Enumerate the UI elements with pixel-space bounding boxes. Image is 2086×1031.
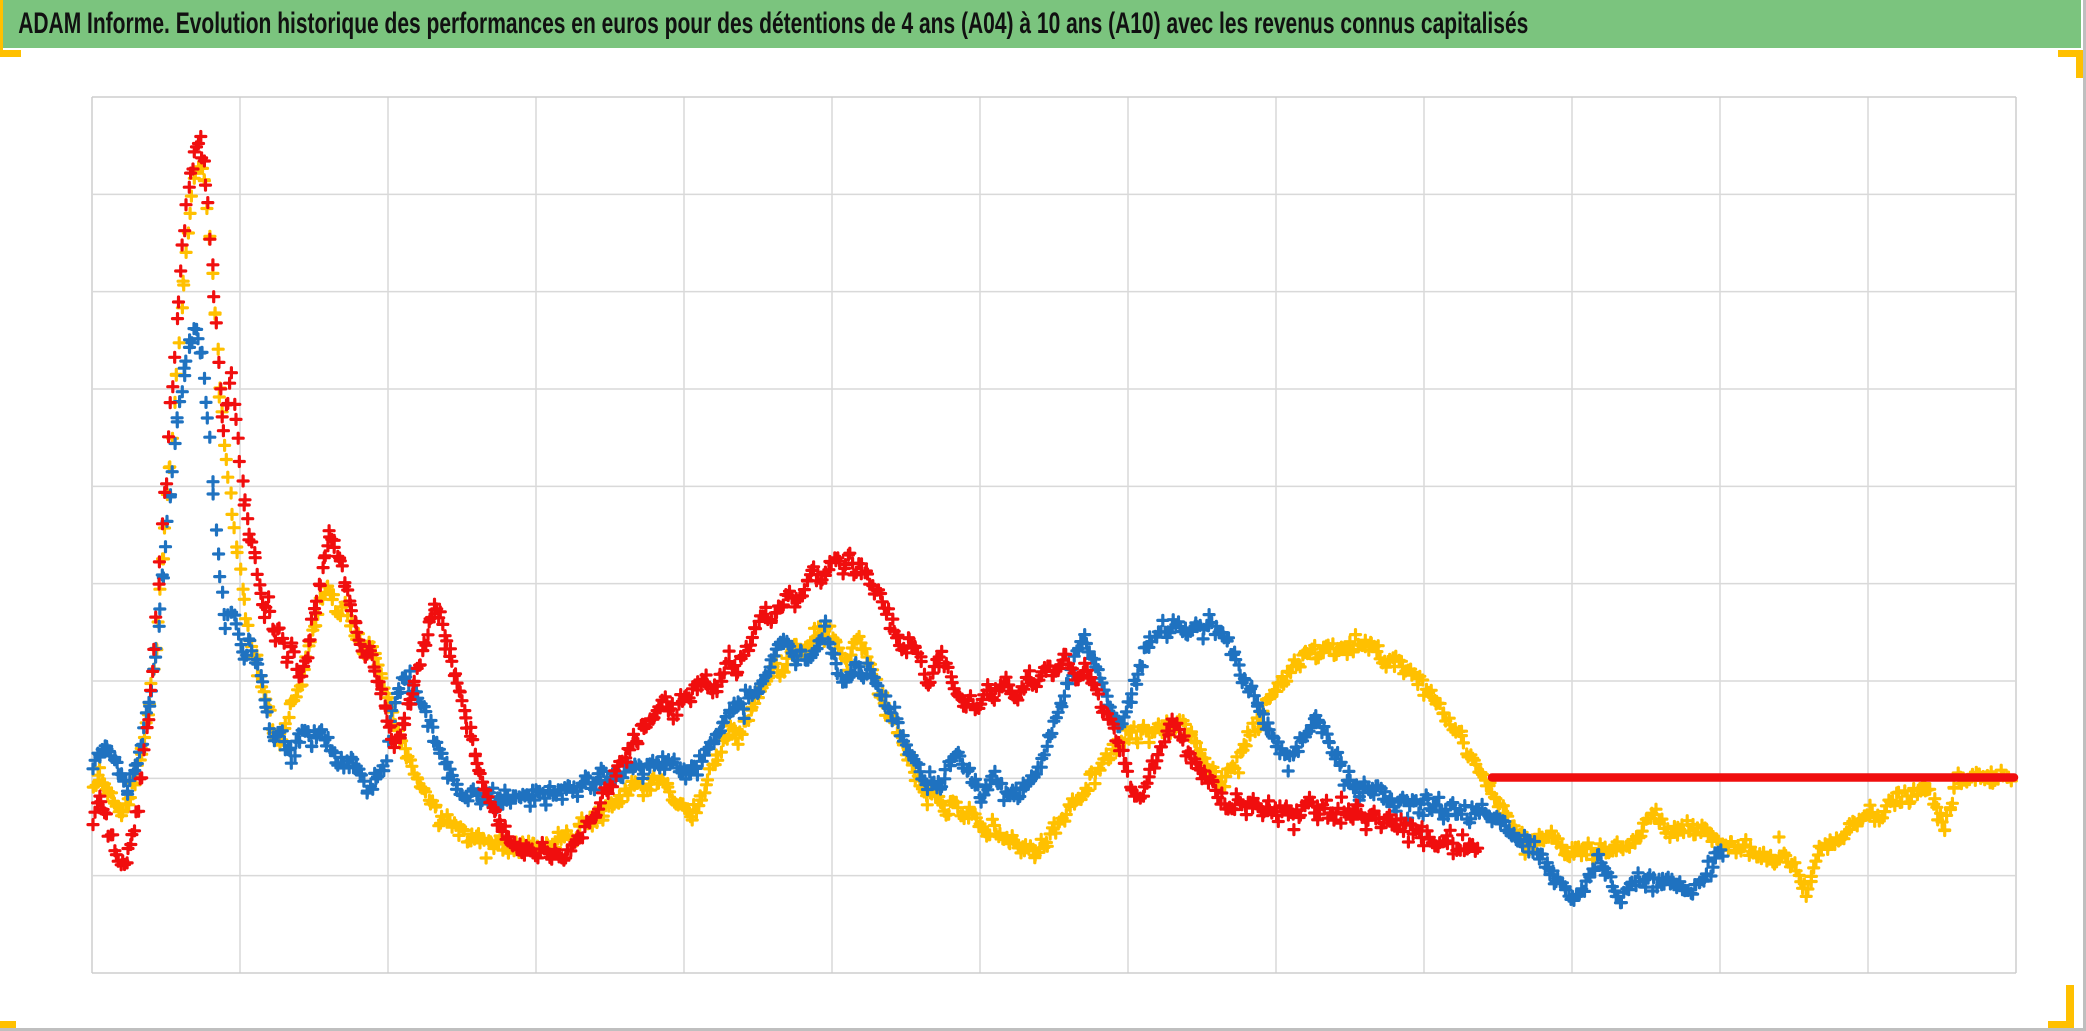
window-right-border [2083,0,2086,1031]
chart-title: ADAM Informe. Evolution historique des p… [18,7,1529,40]
selection-corner-bottom-left-dash [0,1021,16,1029]
selection-corner-top-right-stub [2076,50,2083,78]
window-bottom-border [0,1028,2086,1031]
chart-title-bar: ADAM Informe. Evolution historique des p… [0,0,2081,48]
selection-corner-top-right-dash [2058,50,2083,57]
selection-corner-top-left-edge [0,0,3,57]
selection-corner-bottom-right-dash [2048,1021,2074,1029]
selection-corner-top-left-dash [2,50,21,57]
selection-corner-bottom-right-stub [2066,985,2074,1029]
